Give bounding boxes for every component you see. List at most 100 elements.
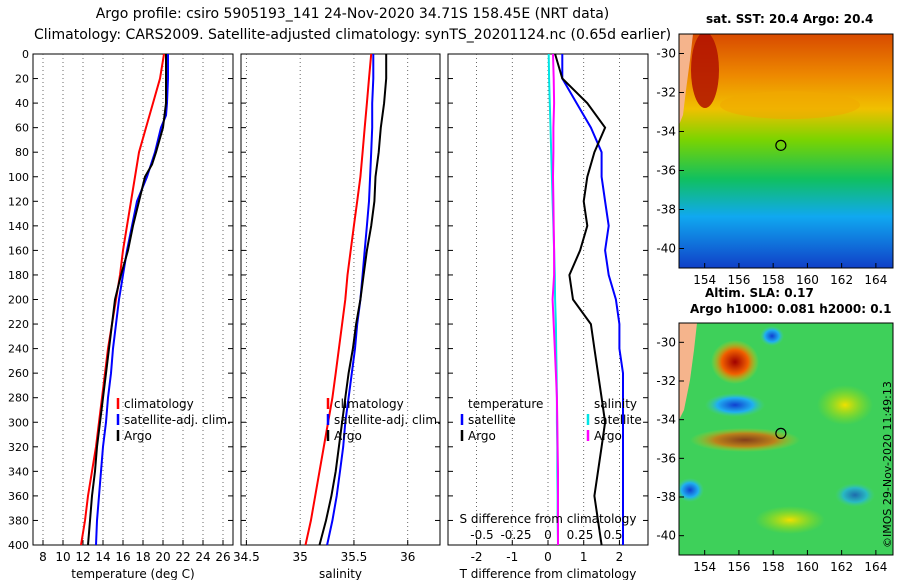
difference-xtick-label: -2: [471, 550, 483, 564]
depth-tick-label: 280: [8, 392, 29, 405]
depth-tick-label: 40: [15, 97, 29, 110]
salinity-xlabel: salinity: [319, 567, 362, 580]
panel-difference: -2 -1 0 1 2 T difference from climatology: [447, 53, 649, 580]
salinity-xtick-label: 34.5: [233, 550, 260, 564]
panel-salinity: 34.5 35 35.5 36 salinity: [233, 53, 441, 580]
sla-high-eddy: [711, 340, 759, 384]
diff-s-tick-label: 0.25: [567, 528, 594, 542]
difference-xtick-label: 2: [616, 550, 624, 564]
sla_map-ytick-label: -34: [656, 413, 676, 427]
depth-tick-label: 80: [15, 146, 29, 159]
depth-tick-label: 200: [8, 294, 29, 307]
temperature-xtick-label: 24: [195, 550, 210, 564]
sla_map-ytick-label: -30: [656, 335, 676, 349]
sla_map-ytick-label: -38: [656, 490, 676, 504]
temperature-series-argo: [87, 54, 167, 546]
diff-top-xlabel: S difference from climatology: [460, 512, 637, 526]
temperature-xtick-label: 14: [95, 550, 110, 564]
sla-band-low: [705, 393, 765, 417]
sst_map-ytick-label: -38: [656, 203, 676, 217]
temperature-xtick-label: 12: [75, 550, 90, 564]
sla_map-xtick-label: 160: [796, 560, 819, 574]
sla_map-ytick-label: -40: [656, 529, 676, 543]
salinity-xtick-label: 36: [400, 550, 415, 564]
sst_map-ytick-label: -40: [656, 242, 676, 256]
sst_map-ytick-label: -32: [656, 86, 676, 100]
diff-legend-sal-label: Argo: [594, 429, 622, 443]
sla_map-xtick-label: 156: [727, 560, 750, 574]
temperature-xtick-label: 18: [135, 550, 150, 564]
salinity-legend-label: climatology: [334, 397, 404, 411]
sla_map-xtick-label: 162: [830, 560, 853, 574]
diff-s-tick-label: 0: [544, 528, 552, 542]
diff-legend-temp-title: temperature: [468, 397, 543, 411]
sst-map-title: sat. SST: 20.4 Argo: 20.4: [706, 12, 874, 26]
diff-legend-temp-label: Argo: [468, 429, 496, 443]
depth-tick-label: 20: [15, 73, 29, 86]
diff-s-tick-label: 0.5: [603, 528, 622, 542]
salinity-series-argo: [318, 54, 388, 546]
diff-legend-sal-label: satellite: [594, 413, 642, 427]
argo-location-marker: [775, 139, 787, 151]
sst_map-xtick-label: 158: [762, 273, 785, 287]
temperature-xtick-label: 10: [55, 550, 70, 564]
temperature-xtick-label: 22: [175, 550, 190, 564]
panel-temperature: 8 10 12 14 16 18 20 22 24 260 20 40 60 80 100 120 140 160…: [8, 48, 234, 580]
sla-band-high: [690, 428, 800, 452]
depth-tick-label: 160: [8, 244, 29, 257]
sst_map-ytick-label: -36: [656, 164, 676, 178]
depth-tick-label: 60: [15, 122, 29, 135]
depth-tick-label: 140: [8, 220, 29, 233]
salinity-xtick-label: 35.5: [341, 550, 368, 564]
imos-stamp: ©IMOS 29-Nov-2020 11:49:13: [881, 381, 894, 548]
sst_map-xtick-label: 154: [693, 273, 716, 287]
depth-tick-label: 240: [8, 343, 29, 356]
difference-xtick-label: -1: [506, 550, 518, 564]
difference-xtick-label: 1: [580, 550, 588, 564]
depth-tick-label: 340: [8, 465, 29, 478]
temperature-xtick-label: 8: [39, 550, 47, 564]
sst_map-xtick-label: 156: [727, 273, 750, 287]
difference-series-salinity-argo: [551, 53, 559, 545]
depth-tick-label: 100: [8, 171, 29, 184]
sla-map-frame: [678, 322, 894, 556]
sla-yellow-patch: [817, 385, 873, 425]
difference-series-temperature-satellite: [561, 54, 624, 545]
sst_map-ytick-label: -34: [656, 125, 676, 139]
sst-map-frame: [678, 33, 894, 269]
depth-tick-label: 180: [8, 269, 29, 282]
sst_map-xtick-label: 160: [796, 273, 819, 287]
diff-legend-temp-label: satellite: [468, 413, 516, 427]
salinity-series-climatology: [304, 53, 373, 546]
sst_map-xtick-label: 162: [830, 273, 853, 287]
coastline-land: [679, 323, 697, 420]
sla_map-xtick-label: 158: [762, 560, 785, 574]
temperature-xtick-label: 16: [115, 550, 130, 564]
salinity-legend-label: satellite-adj. clim.: [334, 413, 441, 427]
temperature-xtick-label: 26: [215, 550, 230, 564]
depth-tick-label: 380: [8, 514, 29, 527]
sla_map-xtick-label: 164: [864, 560, 887, 574]
argo-location-marker: [775, 427, 787, 439]
diff-legend-sal-title: salinity: [594, 397, 637, 411]
sla-map-title: Altim. SLA: 0.17: [705, 286, 814, 300]
temperature-xlabel: temperature (deg C): [71, 567, 194, 580]
temperature-frame: [32, 53, 234, 546]
sla_map-ytick-label: -32: [656, 374, 676, 388]
sla-low-eddy: [760, 326, 784, 346]
chart-title-line1: Argo profile: csiro 5905193_141 24-Nov-2…: [95, 6, 610, 22]
depth-tick-label: 260: [8, 367, 29, 380]
sst_map-ytick-label: -30: [656, 47, 676, 61]
depth-tick-label: 300: [8, 416, 29, 429]
depth-tick-label: 320: [8, 441, 29, 454]
difference-series-temperature-argo: [554, 53, 607, 546]
temperature-legend-label: Argo: [124, 429, 152, 443]
sla-south-low: [679, 478, 704, 502]
coastline-land: [679, 34, 693, 125]
depth-tick-label: 400: [8, 539, 29, 552]
difference-xlabel: T difference from climatology: [459, 567, 637, 580]
sla-south-high: [755, 506, 825, 534]
temperature-xtick-label: 20: [155, 550, 170, 564]
diff-s-tick-label: -0.5: [470, 528, 493, 542]
depth-tick-label: 120: [8, 195, 29, 208]
